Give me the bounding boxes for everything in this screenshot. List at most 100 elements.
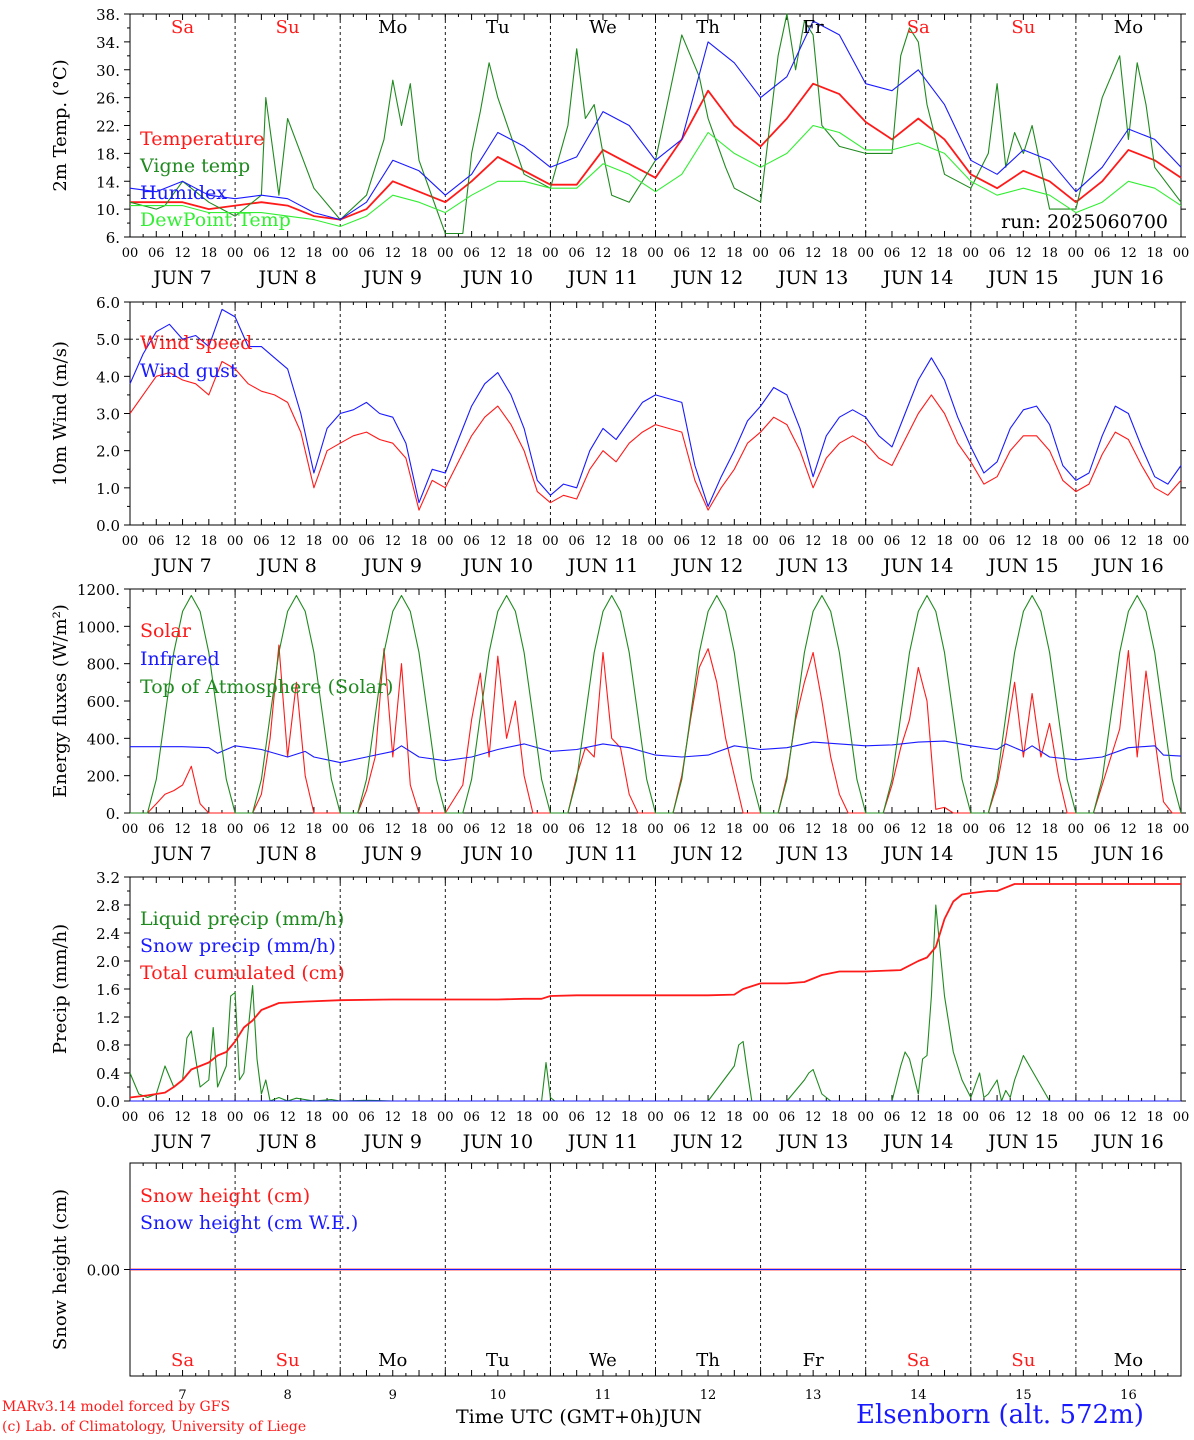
bottom-day-number-label: 8 [284, 1388, 292, 1403]
temp-x-hour-label: 06 [674, 246, 691, 261]
temp-x-hour-label: 18 [411, 246, 428, 261]
precip-x-hour-label: 06 [463, 1110, 480, 1125]
energy-x-hour-label: 12 [595, 822, 612, 837]
energy-x-hour-label: 06 [1094, 822, 1111, 837]
wind-x-hour-label: 06 [253, 534, 270, 549]
wind-y-tick-label: 1.0 [96, 480, 120, 498]
wind-y-tick-label: 5.0 [96, 331, 120, 349]
energy-legend-0: Solar [140, 620, 192, 642]
run-label: run: 2025060700 [1001, 211, 1168, 233]
snow-y-tick-label: 0.00 [87, 1262, 120, 1280]
energy-series-2-line [130, 594, 1182, 814]
wind-x-hour-label: 12 [279, 534, 296, 549]
energy-x-hour-label: 12 [384, 822, 401, 837]
temp-x-hour-label: 00 [542, 246, 559, 261]
wind-x-hour-label: 06 [779, 534, 796, 549]
top-day-of-week-label: Mo [1114, 17, 1143, 38]
precip-y-tick-label: 2.4 [96, 925, 120, 943]
energy-x-hour-label: 00 [227, 822, 244, 837]
wind-y-axis-label: 10m Wind (m/s) [50, 341, 71, 486]
wind-x-hour-label: 00 [647, 534, 664, 549]
energy-x-date-label: JUN 10 [461, 843, 533, 865]
precip-x-date-label: JUN 13 [776, 1131, 848, 1153]
temp-x-date-label: JUN 14 [881, 267, 953, 289]
temp-x-hour-label: 12 [700, 246, 717, 261]
wind-series-1-line [129, 308, 1182, 507]
precip-x-hour-label: 18 [831, 1110, 848, 1125]
energy-frame [129, 588, 1182, 814]
temp-x-date-label: JUN 13 [776, 267, 848, 289]
temp-series-2-line [129, 20, 1182, 221]
wind-x-hour-label: 12 [1120, 534, 1137, 549]
energy-x-hour-label: 12 [805, 822, 822, 837]
precip-x-hour-label: 06 [884, 1110, 901, 1125]
temp-x-hour-label: 18 [1146, 246, 1163, 261]
wind-x-hour-label: 06 [568, 534, 585, 549]
energy-x-date-label: JUN 14 [881, 843, 953, 865]
precip-x-hour-label: 06 [148, 1110, 165, 1125]
temp-x-hour-label: 06 [148, 246, 165, 261]
energy-x-date-label: JUN 11 [566, 843, 638, 865]
precip-x-hour-label: 06 [989, 1110, 1006, 1125]
top-day-of-week-label: Su [1011, 17, 1035, 38]
temp-x-hour-label: 12 [595, 246, 612, 261]
precip-x-hour-label: 18 [201, 1110, 218, 1125]
bottom-day-of-week-label: Fr [803, 1350, 824, 1371]
bottom-day-number-label: 7 [178, 1388, 186, 1403]
precip-x-hour-label: 00 [857, 1110, 874, 1125]
energy-x-hour-label: 06 [568, 822, 585, 837]
wind-x-hour-label: 00 [542, 534, 559, 549]
precip-x-hour-label: 06 [674, 1110, 691, 1125]
wind-y-tick-label: 0.0 [96, 517, 120, 535]
precip-x-date-label: JUN 10 [461, 1131, 533, 1153]
temp-x-hour-label: 00 [332, 246, 349, 261]
energy-x-hour-label: 18 [1041, 822, 1058, 837]
energy-x-hour-label: 06 [884, 822, 901, 837]
energy-x-hour-label: 00 [857, 822, 874, 837]
energy-x-date-label: JUN 7 [151, 843, 211, 865]
wind-x-date-label: JUN 15 [986, 555, 1058, 577]
snow-legend-0: Snow height (cm) [140, 1185, 310, 1207]
precip-x-hour-label: 12 [279, 1110, 296, 1125]
wind-x-hour-label: 12 [805, 534, 822, 549]
wind-x-date-label: JUN 9 [362, 555, 422, 577]
energy-x-hour-label: 18 [831, 822, 848, 837]
temp-legend-0: Temperature [140, 128, 264, 150]
temp-legend-3: DewPoint Temp [140, 209, 291, 231]
precip-x-hour-label: 06 [253, 1110, 270, 1125]
precip-x-date-label: JUN 9 [362, 1131, 422, 1153]
temp-x-hour-label: 12 [384, 246, 401, 261]
temp-x-hour-label: 06 [253, 246, 270, 261]
temp-y-tick-label: 38. [96, 6, 120, 24]
temp-x-hour-label: 18 [936, 246, 953, 261]
precip-x-date-label: JUN 7 [151, 1131, 211, 1153]
precip-y-tick-label: 3.2 [96, 869, 120, 887]
precip-x-hour-label: 18 [1146, 1110, 1163, 1125]
energy-y-tick-label: 400. [87, 730, 120, 748]
wind-legend-1: Wind gust [140, 360, 238, 382]
temp-legend-1: Vigne temp [139, 155, 250, 177]
precip-x-date-label: JUN 15 [986, 1131, 1058, 1153]
precip-legend-1: Snow precip (mm/h) [140, 935, 336, 957]
temp-x-hour-label: 06 [989, 246, 1006, 261]
energy-x-hour-label: 12 [1015, 822, 1032, 837]
precip-x-hour-label: 18 [306, 1110, 323, 1125]
energy-x-hour-label: 00 [542, 822, 559, 837]
bottom-day-of-week-label: Mo [1114, 1350, 1143, 1371]
bottom-day-number-label: 12 [700, 1388, 717, 1403]
temp-y-axis-label: 2m Temp. (°C) [50, 59, 71, 191]
energy-x-hour-label: 06 [358, 822, 375, 837]
precip-x-hour-label: 18 [621, 1110, 638, 1125]
precip-x-hour-label: 06 [568, 1110, 585, 1125]
top-day-of-week-label: We [589, 17, 617, 38]
temp-x-date-label: JUN 8 [256, 267, 316, 289]
precip-x-hour-label: 00 [1173, 1110, 1190, 1125]
precip-x-hour-label: 00 [332, 1110, 349, 1125]
temp-x-hour-label: 18 [306, 246, 323, 261]
temp-legend-2: Humidex [140, 182, 227, 204]
temp-x-hour-label: 12 [174, 246, 191, 261]
bottom-day-number-label: 16 [1120, 1388, 1137, 1403]
precip-x-hour-label: 12 [805, 1110, 822, 1125]
top-day-of-week-label: Tu [486, 17, 510, 38]
